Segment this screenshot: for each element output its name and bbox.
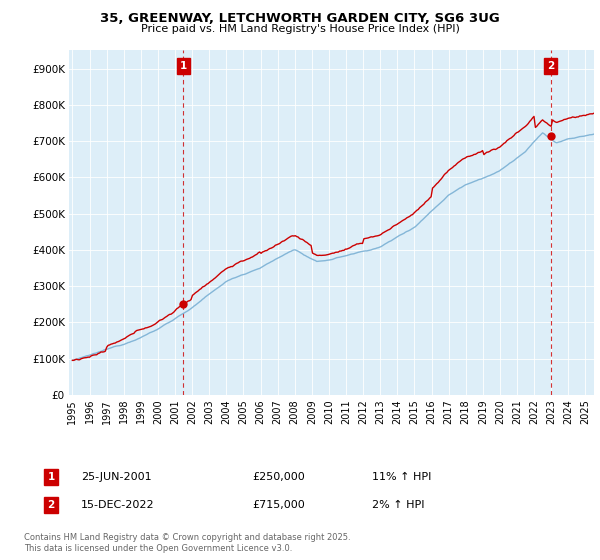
Text: 1: 1	[47, 472, 55, 482]
Text: 15-DEC-2022: 15-DEC-2022	[81, 500, 155, 510]
Text: 1: 1	[179, 61, 187, 71]
Text: 2: 2	[547, 61, 554, 71]
Text: 11% ↑ HPI: 11% ↑ HPI	[372, 472, 431, 482]
Text: 2% ↑ HPI: 2% ↑ HPI	[372, 500, 425, 510]
Text: 25-JUN-2001: 25-JUN-2001	[81, 472, 152, 482]
Text: 2: 2	[47, 500, 55, 510]
Text: £250,000: £250,000	[252, 472, 305, 482]
Text: £715,000: £715,000	[252, 500, 305, 510]
Text: Contains HM Land Registry data © Crown copyright and database right 2025.
This d: Contains HM Land Registry data © Crown c…	[24, 533, 350, 553]
Text: Price paid vs. HM Land Registry's House Price Index (HPI): Price paid vs. HM Land Registry's House …	[140, 24, 460, 34]
Text: 35, GREENWAY, LETCHWORTH GARDEN CITY, SG6 3UG: 35, GREENWAY, LETCHWORTH GARDEN CITY, SG…	[100, 12, 500, 25]
